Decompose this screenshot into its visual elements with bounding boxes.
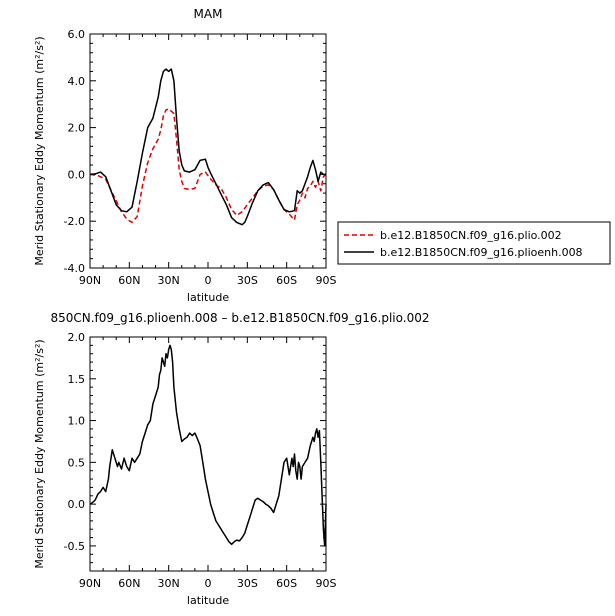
x-tick-label: 30S xyxy=(237,274,258,287)
chart-title: MAM xyxy=(194,7,223,21)
x-tick-label: 60S xyxy=(276,274,297,287)
y-tick-label: -4.0 xyxy=(64,262,85,275)
y-tick-label: 0.5 xyxy=(68,456,86,469)
y-tick-label: 4.0 xyxy=(68,75,86,88)
y-tick-label: 2.0 xyxy=(68,331,86,344)
y-axis-label: Merid Stationary Eddy Momentum (m²/s²) xyxy=(33,339,46,568)
y-tick-label: 6.0 xyxy=(68,28,86,41)
x-axis-label: latitude xyxy=(187,291,229,304)
x-tick-label: 90S xyxy=(316,577,337,590)
x-tick-label: 0 xyxy=(205,577,212,590)
y-tick-label: -0.5 xyxy=(64,540,85,553)
legend-entry-plioenh: b.e12.B1850CN.f09_g16.plioenh.008 xyxy=(380,246,583,259)
y-axis-label: Merid Stationary Eddy Momentum (m²/s²) xyxy=(33,36,46,265)
x-tick-label: 0 xyxy=(205,274,212,287)
y-tick-label: 2.0 xyxy=(68,122,86,135)
x-tick-label: 90N xyxy=(79,274,101,287)
y-tick-label: 1.5 xyxy=(68,373,86,386)
x-tick-label: 60N xyxy=(118,577,140,590)
difference-chart: 850CN.f09_g16.plioenh.008 – b.e12.B1850C… xyxy=(33,311,430,607)
y-tick-label: -2.0 xyxy=(64,215,85,228)
y-tick-label: 0.0 xyxy=(68,168,86,181)
x-tick-label: 90S xyxy=(316,274,337,287)
x-tick-label: 90N xyxy=(79,577,101,590)
x-tick-label: 60N xyxy=(118,274,140,287)
x-axis-label: latitude xyxy=(187,594,229,607)
legend-entry-plio: b.e12.B1850CN.f09_g16.plio.002 xyxy=(380,229,562,242)
plot-frame xyxy=(89,336,327,572)
y-tick-label: 1.0 xyxy=(68,415,86,428)
x-tick-label: 60S xyxy=(276,577,297,590)
legend: b.e12.B1850CN.f09_g16.plio.002 b.e12.B18… xyxy=(337,221,611,265)
legend-box xyxy=(337,221,611,265)
series-line-0 xyxy=(89,108,327,224)
series-line-1 xyxy=(89,68,326,226)
mam-chart: MAM Merid Stationary Eddy Momentum (m²/s… xyxy=(33,7,337,304)
chart-title: 850CN.f09_g16.plioenh.008 – b.e12.B1850C… xyxy=(50,311,429,325)
x-tick-label: 30N xyxy=(158,577,180,590)
series-line-0 xyxy=(89,344,327,547)
y-tick-label: 0.0 xyxy=(68,498,86,511)
plot-frame xyxy=(89,33,327,269)
x-tick-label: 30N xyxy=(158,274,180,287)
x-tick-label: 30S xyxy=(237,577,258,590)
